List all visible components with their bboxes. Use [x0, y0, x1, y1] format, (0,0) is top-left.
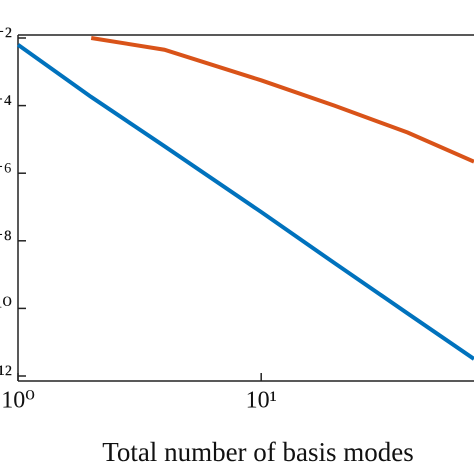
- y-tick-label: 10⁻⁴: [0, 91, 12, 117]
- x-tick-label: 10¹: [246, 388, 277, 414]
- y-tick-label: 10⁻²: [0, 24, 12, 50]
- line-series: [16, 43, 474, 361]
- y-tick-label: 10⁻¹²: [0, 362, 12, 388]
- y-tick-label: 10⁻⁶: [0, 159, 12, 185]
- x-axis-label: Total number of basis modes: [102, 437, 414, 467]
- y-tick-label: 10⁻¹⁰: [0, 294, 12, 320]
- y-tick-label: 10⁻⁸: [0, 226, 12, 252]
- x-tick-label: 10⁰: [1, 388, 35, 414]
- line-series: [90, 36, 474, 164]
